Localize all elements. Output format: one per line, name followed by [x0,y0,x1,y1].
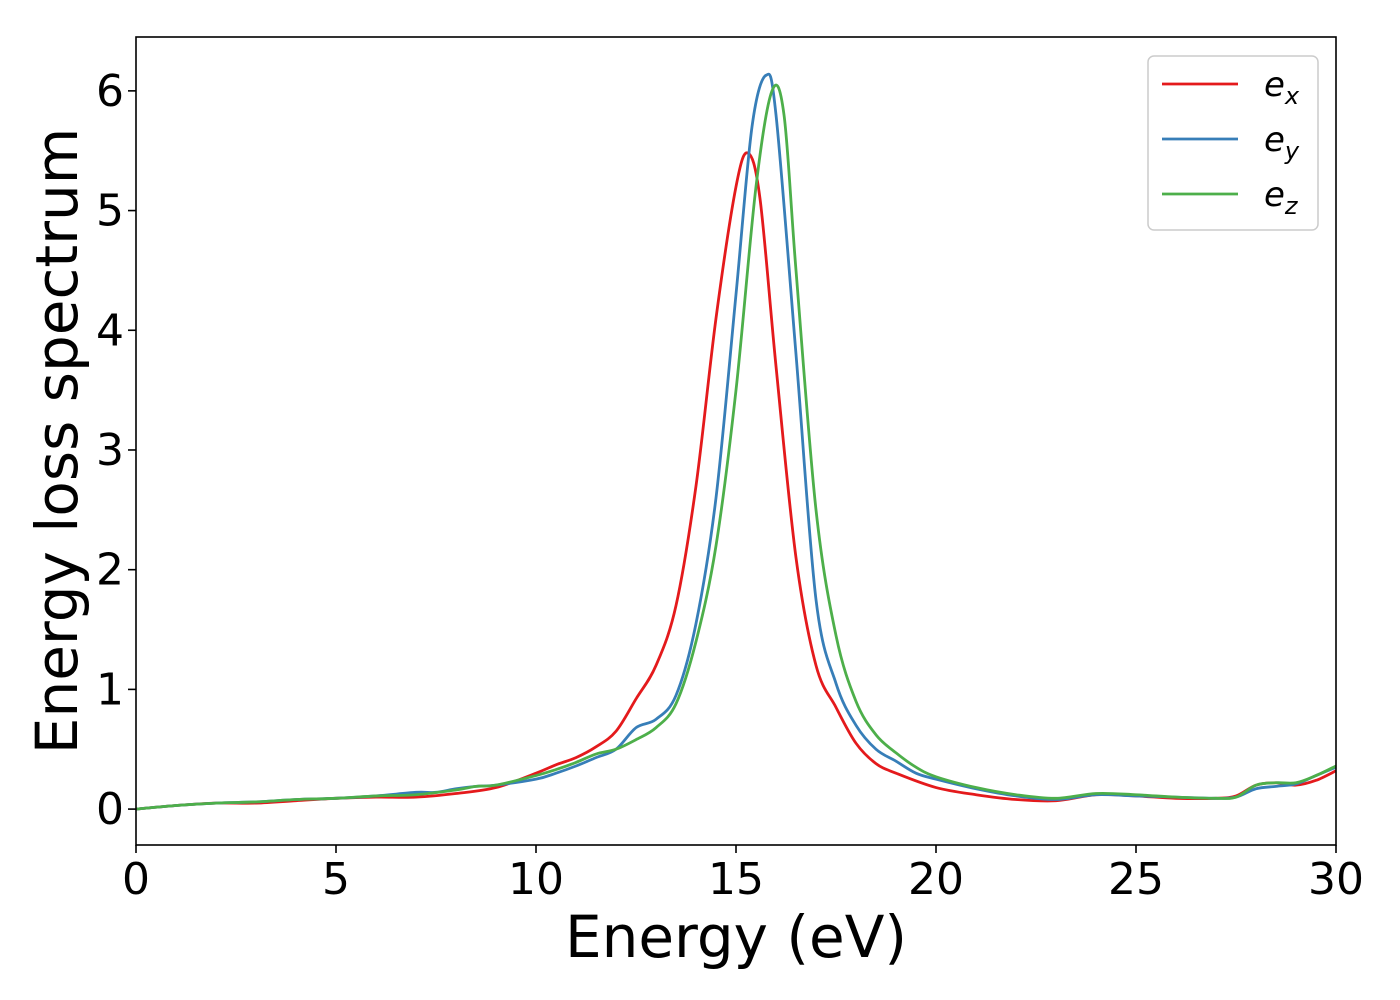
series-line-x [135,151,1337,811]
legend-box [1147,55,1319,231]
y-axis-title: Energy loss spectrum [23,128,91,754]
y-tick-label: 1 [96,664,124,715]
legend-label-z: ez [1264,175,1299,220]
series-line-z [135,83,1337,811]
y-tick-label: 2 [96,545,124,596]
legend: ex ey ez [1147,55,1319,231]
y-tick-label: 6 [96,66,124,117]
y-tick-label: 0 [96,784,124,835]
series-layer [135,72,1337,811]
x-axis: 0 5 10 15 20 25 30 [122,845,1364,905]
legend-label-y: ey [1264,120,1300,165]
x-tick-label: 15 [708,854,764,905]
x-tick-label: 5 [322,854,350,905]
x-tick-label: 20 [908,854,964,905]
y-tick-label: 3 [96,425,124,476]
x-tick-label: 10 [508,854,564,905]
x-tick-label: 30 [1308,854,1364,905]
x-tick-label: 0 [122,854,150,905]
legend-label-x: ex [1264,65,1300,110]
x-tick-label: 25 [1108,854,1164,905]
x-axis-title: Energy (eV) [565,903,907,971]
y-tick-label: 4 [96,305,124,356]
y-axis: 0 1 2 3 4 5 6 [96,66,136,835]
y-tick-label: 5 [96,186,124,237]
